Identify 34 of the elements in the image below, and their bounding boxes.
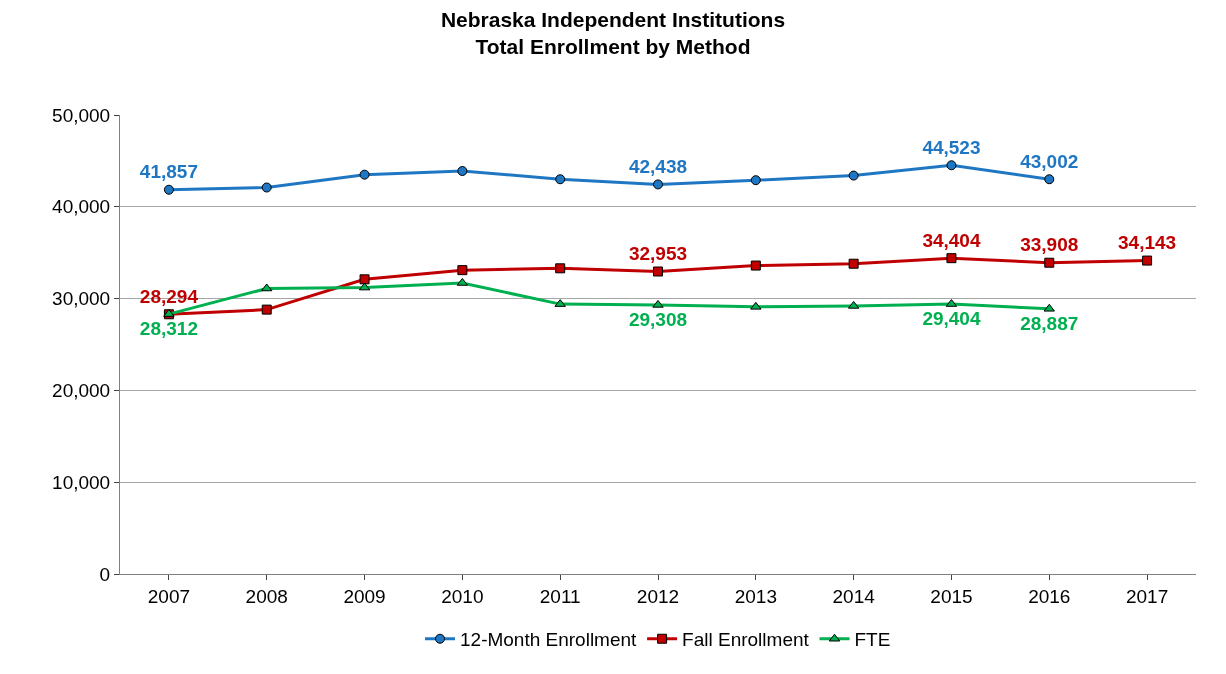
x-tick-label: 2012 <box>636 585 680 607</box>
y-tick-label: 0 <box>99 563 111 585</box>
x-tick-label: 2007 <box>147 585 191 607</box>
y-tick-label: 20,000 <box>52 380 111 402</box>
chart-title: Nebraska Independent Institutions Total Enrollment by Method <box>440 7 786 59</box>
legend-label: FTE <box>854 629 891 651</box>
data-label: 44,523 <box>922 136 981 158</box>
data-label: 28,887 <box>1020 312 1079 334</box>
data-label: 29,308 <box>628 308 688 330</box>
x-tick-label: 2014 <box>832 585 876 607</box>
legend-label: Fall Enrollment <box>682 629 810 651</box>
y-tick-label: 10,000 <box>52 471 111 493</box>
x-tick-label: 2008 <box>245 585 288 607</box>
x-tick-label: 2015 <box>930 585 973 607</box>
data-label: 34,404 <box>922 229 981 251</box>
x-tick-label: 2011 <box>539 585 581 607</box>
data-label: 34,143 <box>1118 232 1177 254</box>
x-tick-label: 2010 <box>441 585 484 607</box>
data-label: 43,002 <box>1020 150 1079 172</box>
data-label: 33,908 <box>1020 234 1079 256</box>
x-tick-label: 2013 <box>734 585 777 607</box>
data-label: 28,294 <box>139 285 199 307</box>
y-tick-label: 40,000 <box>52 196 111 218</box>
x-tick-label: 2016 <box>1028 585 1071 607</box>
y-tick-label: 50,000 <box>52 104 111 126</box>
data-label: 41,857 <box>139 161 198 183</box>
x-tick-label: 2017 <box>1125 585 1169 607</box>
data-label: 29,404 <box>922 307 981 329</box>
data-label: 42,438 <box>628 156 688 178</box>
y-tick-label: 30,000 <box>52 288 111 310</box>
data-label: 32,953 <box>628 243 688 265</box>
data-label: 28,312 <box>139 317 198 339</box>
legend-label: 12-Month Enrollment <box>460 629 638 651</box>
x-tick-label: 2009 <box>343 585 386 607</box>
